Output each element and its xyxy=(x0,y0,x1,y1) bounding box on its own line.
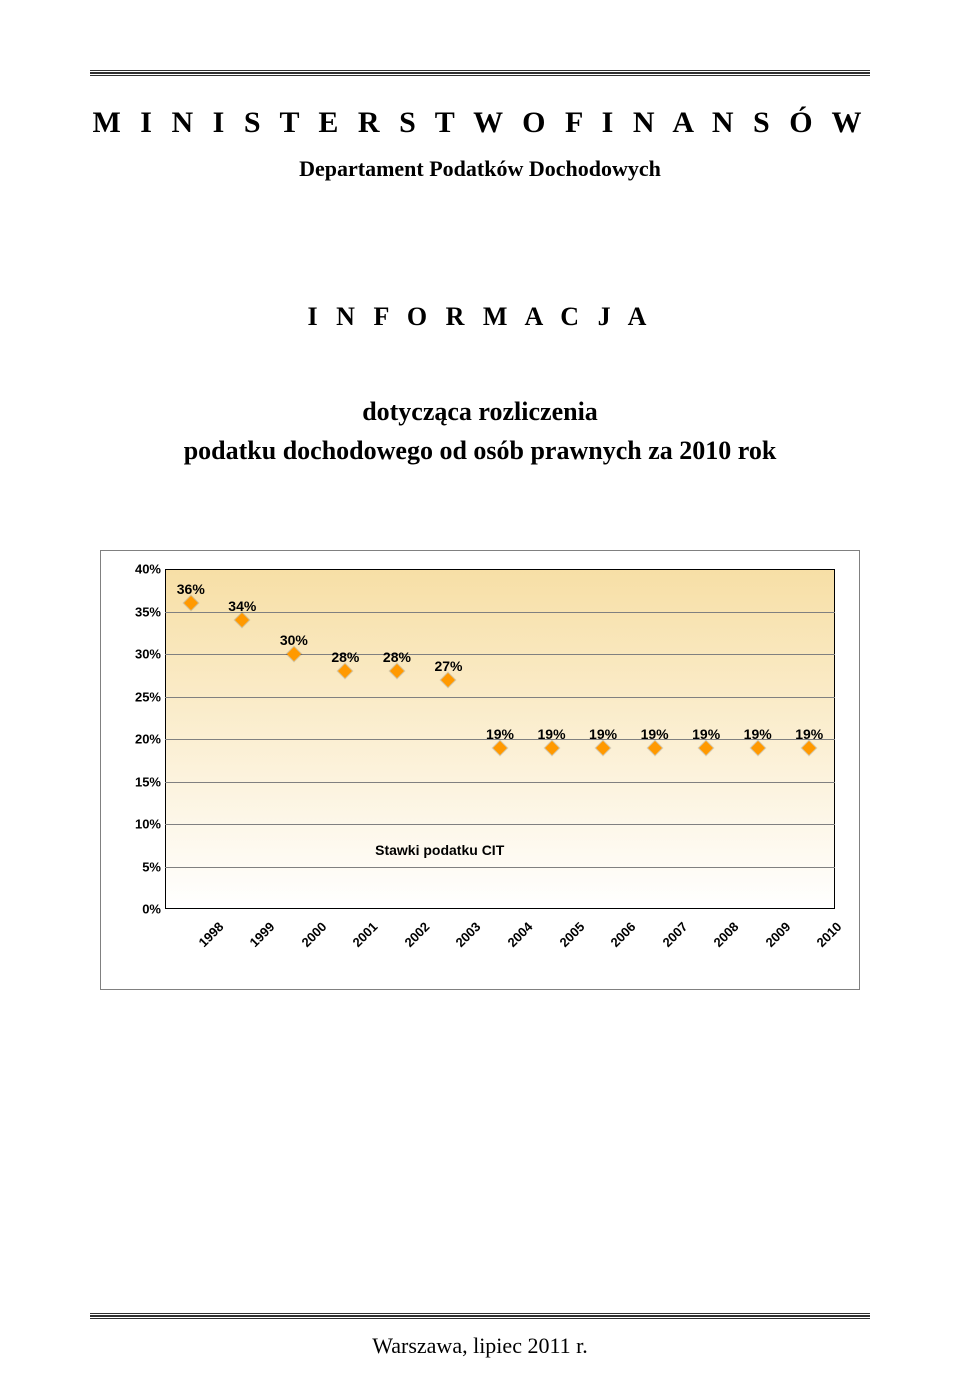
gridline xyxy=(165,867,835,868)
y-tick-label: 0% xyxy=(119,902,161,917)
bottom-rule xyxy=(90,1313,870,1319)
data-label: 27% xyxy=(434,658,462,674)
info-heading: I N F O R M A C J A xyxy=(90,302,870,332)
x-tick-label: 2006 xyxy=(608,919,669,980)
data-label: 19% xyxy=(744,726,772,742)
y-tick-label: 15% xyxy=(119,774,161,789)
data-label: 28% xyxy=(383,649,411,665)
y-tick-label: 40% xyxy=(119,562,161,577)
y-tick-label: 20% xyxy=(119,732,161,747)
gridline xyxy=(165,654,835,655)
x-tick-label: 2000 xyxy=(298,919,359,980)
x-tick-label: 2001 xyxy=(350,919,411,980)
gridline xyxy=(165,612,835,613)
gridline xyxy=(165,782,835,783)
gridline xyxy=(165,697,835,698)
series-label: Stawki podatku CIT xyxy=(375,842,504,858)
page: M I N I S T E R S T W O F I N A N S Ó W … xyxy=(0,0,960,1399)
cit-rates-chart: 0%5%10%15%20%25%30%35%40%199819992000200… xyxy=(100,550,860,990)
y-tick-label: 25% xyxy=(119,689,161,704)
subtitle: dotycząca rozliczenia podatku dochodoweg… xyxy=(90,392,870,470)
x-tick-label: 2003 xyxy=(453,919,514,980)
footer-text: Warszawa, lipiec 2011 r. xyxy=(0,1333,960,1359)
data-label: 19% xyxy=(589,726,617,742)
data-label: 34% xyxy=(228,598,256,614)
x-tick-label: 2005 xyxy=(556,919,617,980)
data-label: 19% xyxy=(692,726,720,742)
data-label: 36% xyxy=(177,581,205,597)
department-title: Departament Podatków Dochodowych xyxy=(90,156,870,182)
x-tick-label: 2004 xyxy=(504,919,565,980)
x-tick-label: 2002 xyxy=(401,919,462,980)
x-tick-label: 2010 xyxy=(814,919,875,980)
chart-plot-area: 0%5%10%15%20%25%30%35%40%199819992000200… xyxy=(119,569,841,971)
y-tick-label: 30% xyxy=(119,647,161,662)
data-label: 30% xyxy=(280,632,308,648)
gridline xyxy=(165,824,835,825)
subtitle-line1: dotycząca rozliczenia xyxy=(362,397,598,426)
ministry-title: M I N I S T E R S T W O F I N A N S Ó W xyxy=(90,106,870,140)
y-tick-label: 5% xyxy=(119,859,161,874)
x-tick-label: 1998 xyxy=(195,919,256,980)
subtitle-line2: podatku dochodowego od osób prawnych za … xyxy=(184,436,777,465)
top-rule xyxy=(90,70,870,76)
x-tick-label: 2007 xyxy=(659,919,720,980)
x-tick-label: 2009 xyxy=(762,919,823,980)
data-label: 19% xyxy=(795,726,823,742)
x-tick-label: 1999 xyxy=(247,919,308,980)
data-label: 28% xyxy=(331,649,359,665)
x-tick-label: 2008 xyxy=(711,919,772,980)
data-label: 19% xyxy=(486,726,514,742)
y-tick-label: 35% xyxy=(119,604,161,619)
data-label: 19% xyxy=(641,726,669,742)
data-label: 19% xyxy=(538,726,566,742)
y-tick-label: 10% xyxy=(119,817,161,832)
